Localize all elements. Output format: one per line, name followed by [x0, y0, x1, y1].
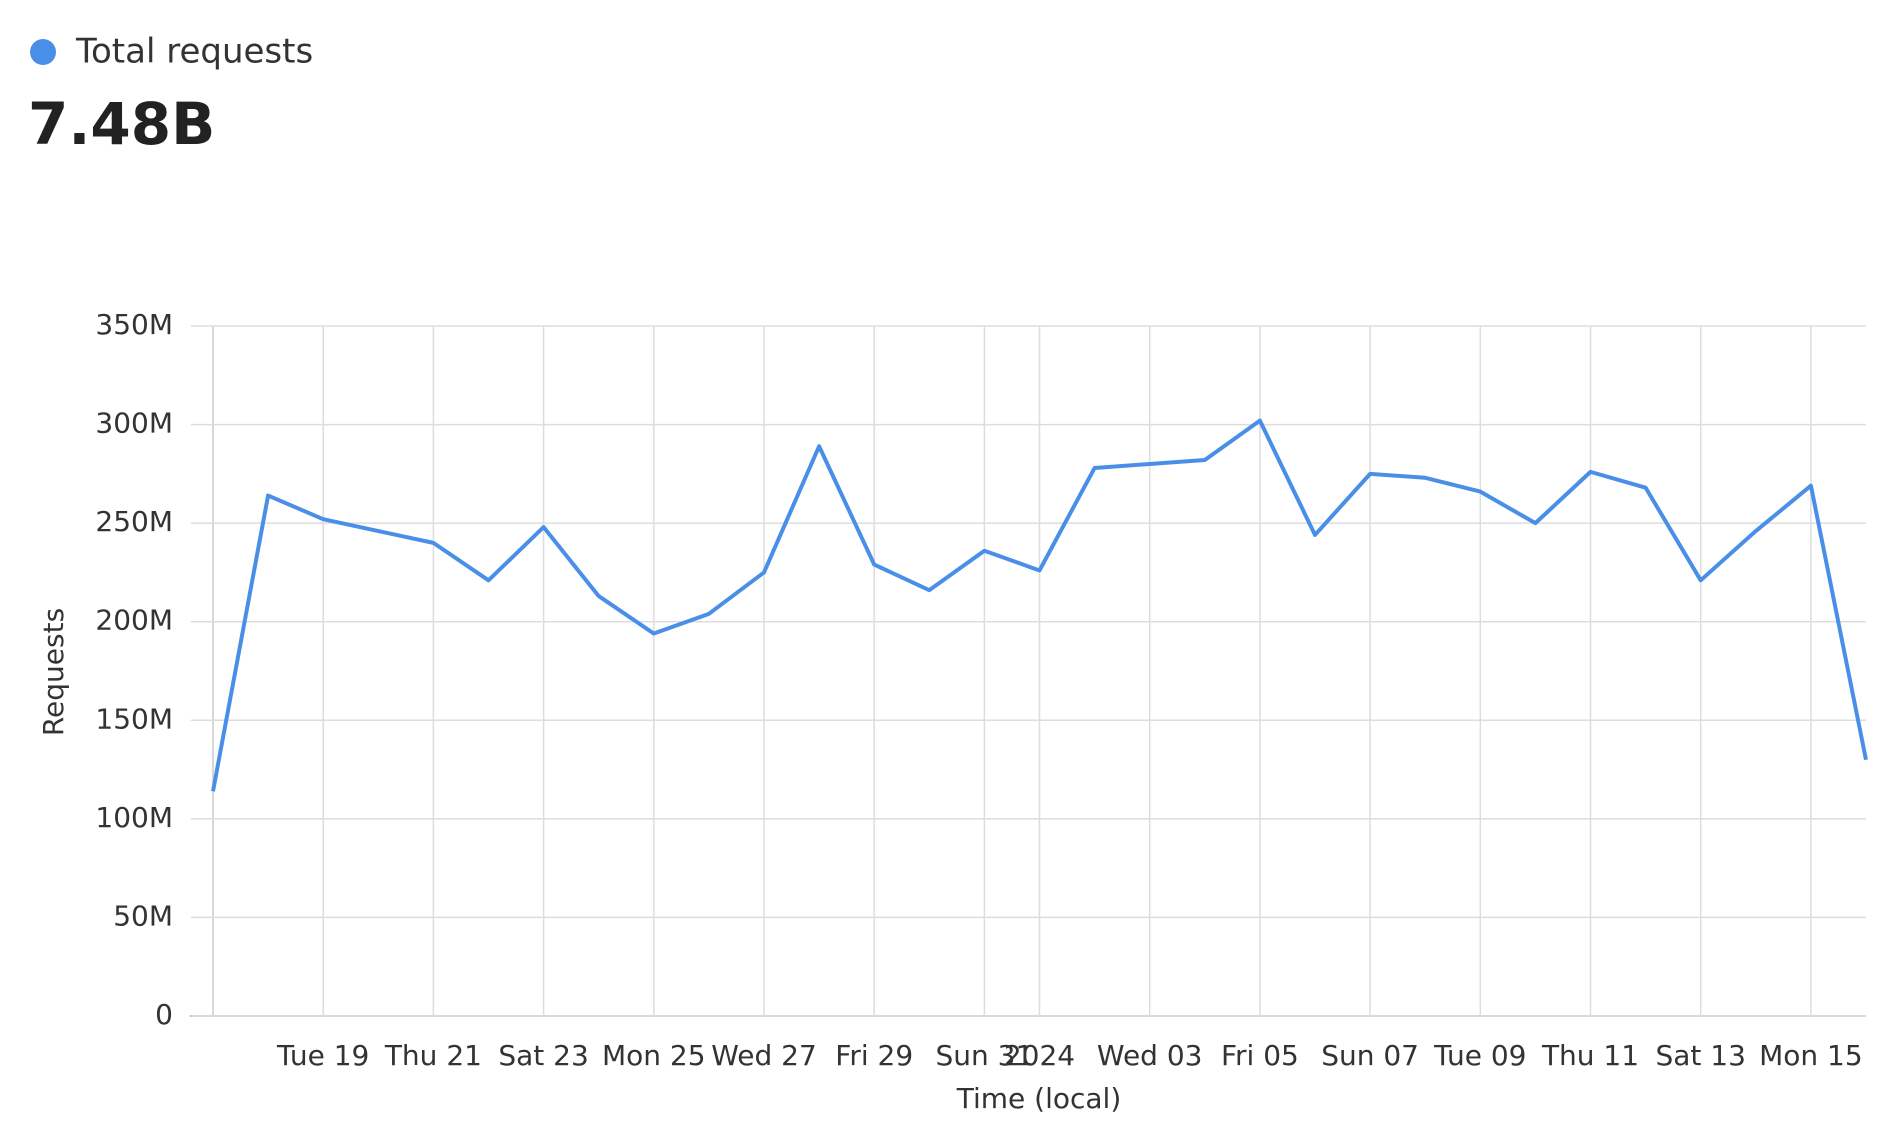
legend-label: Total requests [75, 32, 313, 72]
y-tick-label: 0 [155, 998, 173, 1031]
x-tick-label: Fri 05 [1221, 1039, 1299, 1072]
x-tick-label: Thu 11 [1541, 1039, 1639, 1072]
x-tick-label: Sat 13 [1655, 1039, 1745, 1072]
y-tick-label: 150M [95, 702, 173, 735]
y-tick-label: 250M [95, 505, 173, 538]
x-axis-title: Time (local) [956, 1082, 1122, 1115]
x-tick-label: Mon 15 [1759, 1039, 1863, 1072]
data-line [211, 418, 1868, 792]
x-tick-label: Mon 25 [602, 1039, 706, 1072]
x-tick-label: 2024 [1004, 1039, 1075, 1072]
x-tick-label: Tue 09 [1433, 1039, 1526, 1072]
x-tick-label: Fri 29 [835, 1039, 913, 1072]
x-tick-label: Wed 03 [1097, 1039, 1203, 1072]
x-tick-label: Sun 07 [1321, 1039, 1419, 1072]
y-tick-label: 50M [113, 899, 173, 932]
y-tick-label: 300M [95, 407, 173, 440]
legend-marker [30, 39, 56, 65]
summary-value: 7.48B [28, 90, 215, 158]
y-axis-title: Requests [37, 608, 70, 736]
x-tick-label: Thu 21 [384, 1039, 482, 1072]
x-tick-label: Sat 23 [498, 1039, 588, 1072]
x-tick-label: Wed 27 [711, 1039, 817, 1072]
y-tick-label: 100M [95, 801, 173, 834]
y-tick-label: 200M [95, 604, 173, 637]
x-tick-label: Sun 31 [936, 1039, 1034, 1072]
y-tick-label: 350M [95, 308, 173, 341]
x-tick-label: Tue 19 [276, 1039, 369, 1072]
